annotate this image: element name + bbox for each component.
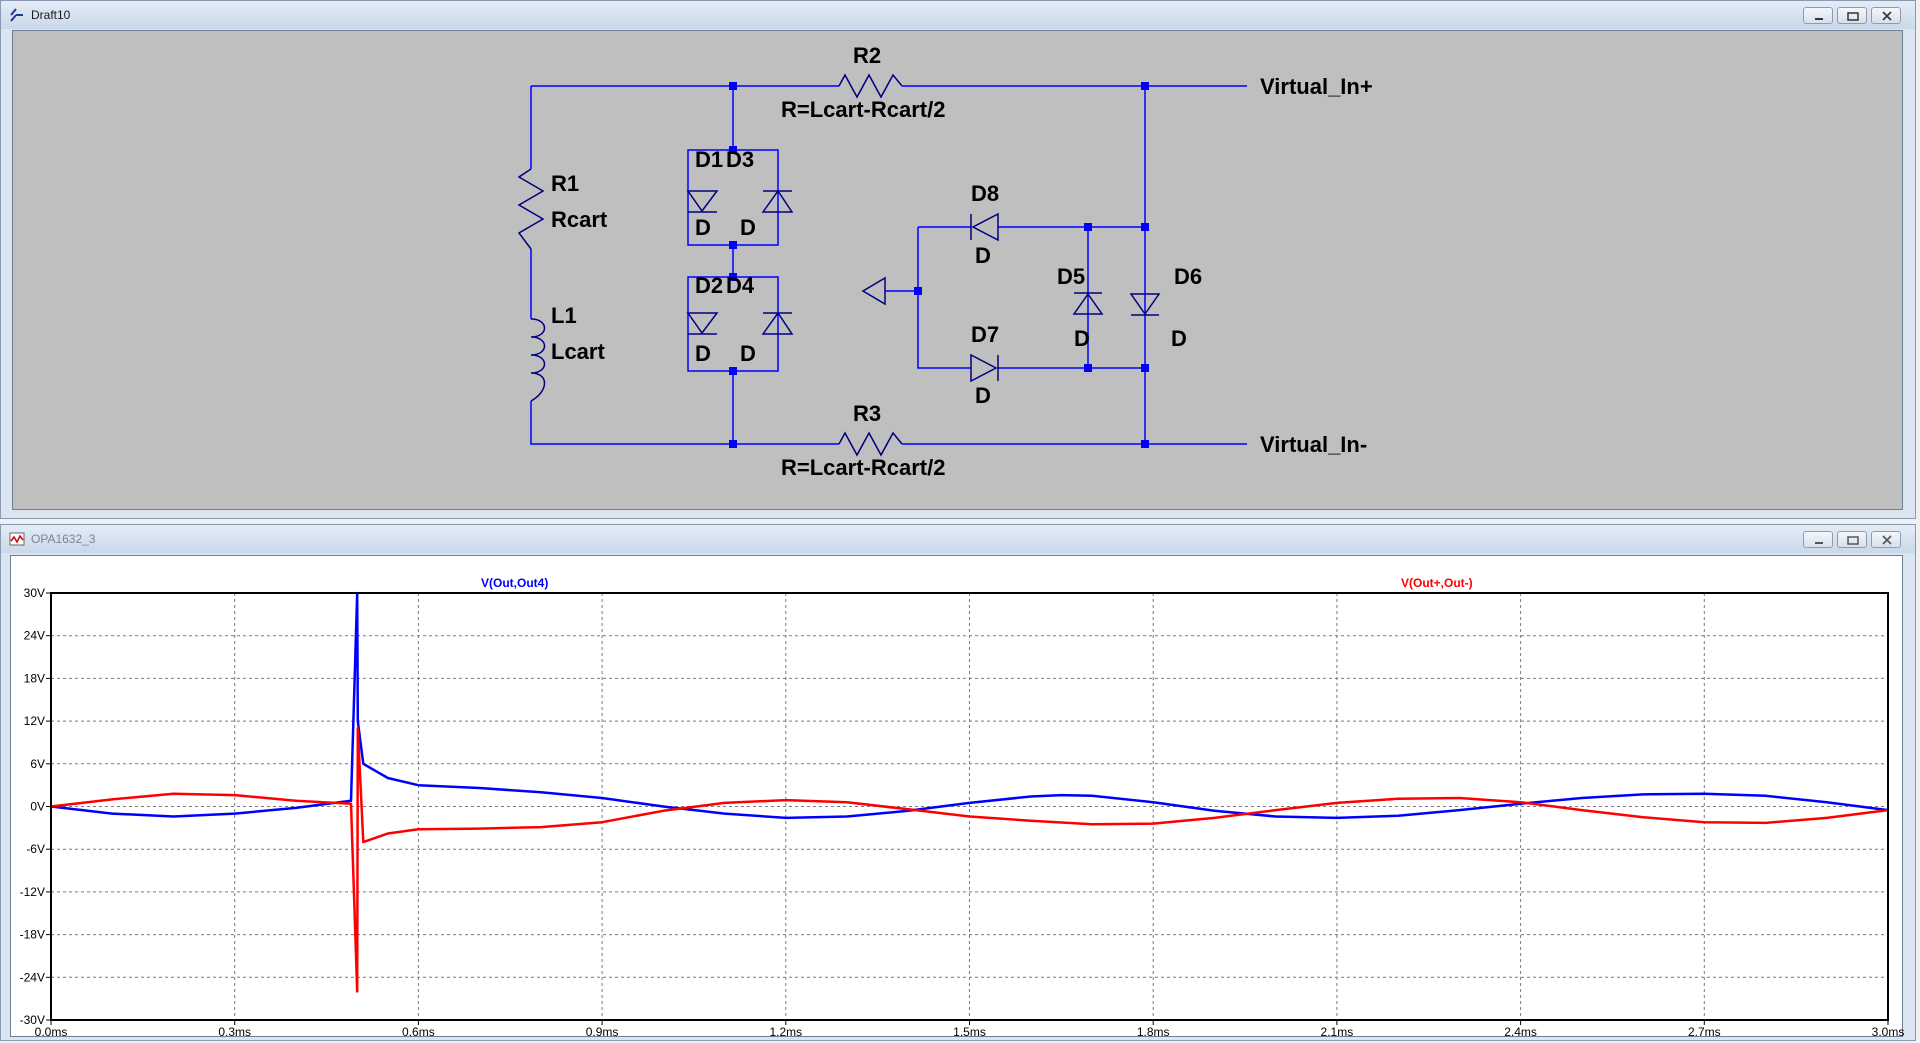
d6-model: D bbox=[1171, 326, 1187, 351]
d5-model: D bbox=[1074, 326, 1090, 351]
y-tick-label: 6V bbox=[30, 757, 45, 771]
minimize-button[interactable] bbox=[1803, 531, 1833, 548]
d3-name: D3 bbox=[726, 147, 754, 172]
r2-value: R=Lcart-Rcart/2 bbox=[781, 97, 945, 122]
y-tick-label: -6V bbox=[26, 842, 45, 856]
trace-v-out-out4 bbox=[50, 591, 1889, 820]
schematic-drawing: R2 R=Lcart-Rcart/2 R3 R=Lcart-Rcart/2 R1… bbox=[517, 43, 1373, 480]
virtual-in-plus-label: Virtual_In+ bbox=[1260, 74, 1373, 99]
d8-model: D bbox=[975, 243, 991, 268]
junction-dots bbox=[729, 82, 1149, 448]
l1-value: Lcart bbox=[551, 339, 605, 364]
r3-value: R=Lcart-Rcart/2 bbox=[781, 455, 945, 480]
x-tick-label: 3.0ms bbox=[1872, 1025, 1904, 1038]
x-tick-label: 0.3ms bbox=[218, 1025, 251, 1038]
y-tick-label: 12V bbox=[24, 714, 45, 728]
schematic-window-title: Draft10 bbox=[31, 8, 71, 22]
d2-model: D bbox=[695, 341, 711, 366]
r3-name: R3 bbox=[853, 401, 881, 426]
d7-name: D7 bbox=[971, 322, 999, 347]
x-tick-label: 2.7ms bbox=[1688, 1025, 1721, 1038]
y-axis-ticks: 30V 24V 18V 12V 6V 0V -6V -12V -18V -24V -30V bbox=[20, 586, 51, 1027]
waveform-icon bbox=[9, 532, 25, 546]
traces bbox=[50, 591, 1889, 993]
y-tick-label: -18V bbox=[20, 928, 45, 942]
component-symbols bbox=[517, 73, 1161, 457]
x-axis-ticks: 0.0ms 0.3ms 0.6ms 0.9ms 1.2ms 1.5ms 1.8ms 2.1ms… bbox=[35, 1020, 1904, 1039]
schematic-window: Draft10 bbox=[0, 0, 1916, 519]
d4-model: D bbox=[740, 341, 756, 366]
x-tick-label: 1.2ms bbox=[769, 1025, 802, 1038]
restore-button[interactable] bbox=[1837, 531, 1867, 548]
x-tick-label: 0.6ms bbox=[402, 1025, 435, 1038]
x-tick-label: 0.0ms bbox=[35, 1025, 68, 1038]
x-tick-label: 0.9ms bbox=[586, 1025, 619, 1038]
waveform-plot: 30V 24V 18V 12V 6V 0V -6V -12V -18V -24V -30V 0.0m… bbox=[20, 576, 1905, 1039]
r2-name: R2 bbox=[853, 43, 881, 68]
d2-name: D2 bbox=[695, 273, 723, 298]
r1-value: Rcart bbox=[551, 207, 608, 232]
x-tick-label: 1.5ms bbox=[953, 1025, 986, 1038]
l1-name: L1 bbox=[551, 303, 577, 328]
wires bbox=[530, 85, 1247, 445]
schematic-canvas[interactable]: R2 R=Lcart-Rcart/2 R3 R=Lcart-Rcart/2 R1… bbox=[12, 30, 1903, 510]
minimize-button[interactable] bbox=[1803, 7, 1833, 24]
d1-name: D1 bbox=[695, 147, 723, 172]
virtual-in-minus-label: Virtual_In- bbox=[1260, 432, 1367, 457]
d5-name: D5 bbox=[1057, 264, 1085, 289]
schematic-titlebar[interactable]: Draft10 bbox=[1, 1, 1915, 29]
d7-model: D bbox=[975, 383, 991, 408]
x-tick-label: 1.8ms bbox=[1137, 1025, 1170, 1038]
waveform-window-title: OPA1632_3 bbox=[31, 532, 96, 546]
trace-label-v-outplus-outminus[interactable]: V(Out+,Out-) bbox=[1401, 576, 1473, 590]
y-tick-label: 24V bbox=[24, 629, 45, 643]
trace-label-v-out-out4[interactable]: V(Out,Out4) bbox=[481, 576, 548, 590]
d1-model: D bbox=[695, 215, 711, 240]
d6-name: D6 bbox=[1174, 264, 1202, 289]
y-tick-label: 0V bbox=[30, 800, 45, 814]
r1-name: R1 bbox=[551, 171, 579, 196]
restore-button[interactable] bbox=[1837, 7, 1867, 24]
d4-name: D4 bbox=[726, 273, 755, 298]
y-tick-label: -24V bbox=[20, 970, 45, 984]
y-tick-label: -12V bbox=[20, 885, 45, 899]
schematic-icon bbox=[10, 8, 23, 22]
plot-frame bbox=[50, 592, 1889, 1021]
close-button[interactable] bbox=[1871, 7, 1901, 24]
y-tick-label: -30V bbox=[20, 1013, 45, 1027]
x-tick-label: 2.1ms bbox=[1321, 1025, 1354, 1038]
close-button[interactable] bbox=[1871, 531, 1901, 548]
waveform-window: OPA1632_3 30V 24V 18V 12V 6V 0V -6V -12V -18V -24… bbox=[0, 524, 1916, 1041]
waveform-plot-pane[interactable]: 30V 24V 18V 12V 6V 0V -6V -12V -18V -24V -30V 0.0m… bbox=[10, 555, 1905, 1039]
d8-name: D8 bbox=[971, 181, 999, 206]
trace-v-outplus-outminus bbox=[50, 726, 1889, 993]
y-tick-label: 30V bbox=[24, 586, 45, 600]
waveform-titlebar[interactable]: OPA1632_3 bbox=[1, 525, 1915, 553]
x-tick-label: 2.4ms bbox=[1504, 1025, 1537, 1038]
d3-model: D bbox=[740, 215, 756, 240]
y-tick-label: 18V bbox=[24, 671, 45, 685]
grid bbox=[51, 593, 1888, 1020]
